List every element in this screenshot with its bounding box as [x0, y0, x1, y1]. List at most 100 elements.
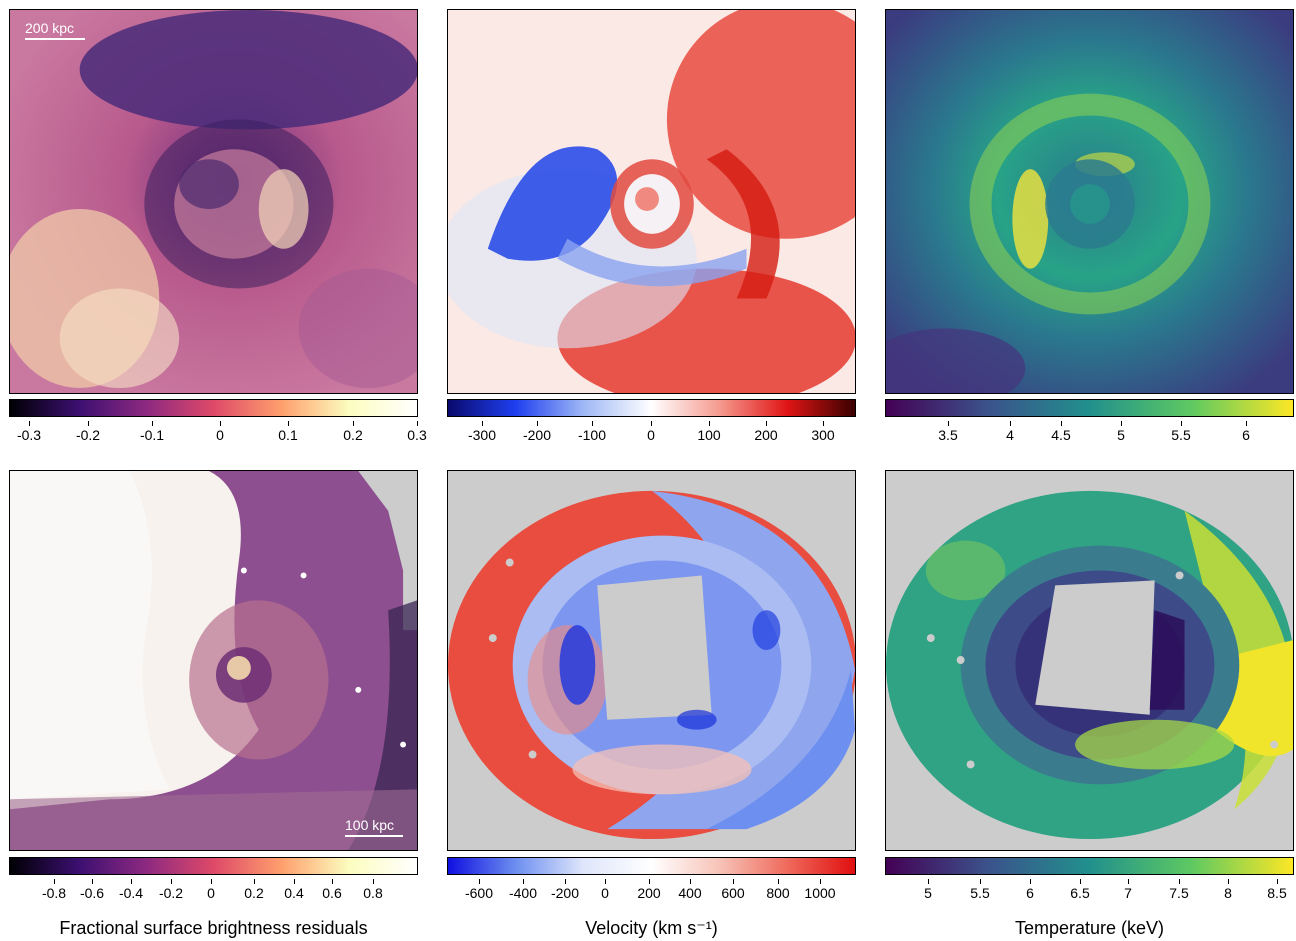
colorbar-tick-label: 600 [721, 885, 745, 901]
colorbar-tick-label: 5.5 [970, 885, 990, 901]
residual-map-simulated [9, 9, 418, 394]
colorbar-tick-label: 1000 [804, 885, 836, 901]
colorbar-tick-mark [482, 421, 483, 426]
colorbar-tick-mark [1277, 879, 1278, 884]
colorbar-tick-label: 5 [924, 885, 932, 901]
colorbar-tick-mark [1121, 421, 1122, 426]
colorbar-tick-label: -0.6 [79, 885, 105, 901]
colorbar-ticks-temperature-top: 3.5 4 4.5 5 5.5 6 [885, 421, 1294, 451]
colorbar-tick-mark [649, 879, 650, 884]
velocity-map-observed [447, 470, 856, 851]
colorbar-tick-label: 5.5 [1171, 427, 1191, 443]
colorbar-tick-label: 0 [601, 885, 609, 901]
colorbar-tick-label: 0 [216, 427, 224, 443]
colorbar-tick-label: 0.4 [284, 885, 304, 901]
colorbar-tick-mark [220, 421, 221, 426]
colorbar-tick-mark [733, 879, 734, 884]
colorbar-residuals-bottom [9, 857, 418, 875]
colorbar-tick-label: 0.8 [363, 885, 383, 901]
scale-bar-line [345, 835, 403, 837]
colorbar-tick-label: -0.8 [41, 885, 67, 901]
colorbar-tick-label: 0.2 [343, 427, 363, 443]
temperature-map-simulated [885, 9, 1294, 394]
velocity-map-simulated [447, 9, 856, 394]
colorbar-tick-mark [1246, 421, 1247, 426]
colorbar-tick-mark [332, 879, 333, 884]
scale-bar-label: 100 kpc [345, 817, 395, 833]
colorbar-tick-label: -0.4 [118, 885, 144, 901]
colorbar-tick-label: 800 [766, 885, 790, 901]
colorbar-tick-label: 400 [678, 885, 702, 901]
colorbar-tick-mark [605, 879, 606, 884]
colorbar-ticks-residuals-bottom: -0.8 -0.6 -0.4 -0.2 0 0.2 0.4 0.6 0.8 [9, 879, 418, 909]
colorbar-tick-mark [29, 421, 30, 426]
colorbar-tick-mark [353, 421, 354, 426]
colorbar-tick-mark [690, 879, 691, 884]
colorbar-ticks-velocity-bottom: -600 -400 -200 0 200 400 600 800 1000 [447, 879, 856, 909]
colorbar-tick-label: -400 [508, 885, 538, 901]
colorbar-tick-mark [288, 421, 289, 426]
colorbar-tick-mark [417, 421, 418, 426]
colorbar-tick-mark [1128, 879, 1129, 884]
colorbar-tick-mark [254, 879, 255, 884]
colorbar-tick-mark [592, 421, 593, 426]
colorbar-tick-label: 6 [1026, 885, 1034, 901]
colorbar-tick-mark [1010, 421, 1011, 426]
colorbar-tick-mark [537, 421, 538, 426]
colorbar-tick-mark [211, 879, 212, 884]
temperature-map-observed [885, 470, 1294, 851]
colorbar-velocity-top [447, 399, 856, 417]
colorbar-tick-label: 6.5 [1070, 885, 1090, 901]
column-label-temperature: Temperature (keV) [1014, 918, 1165, 938]
colorbar-tick-mark [928, 879, 929, 884]
column-label-residuals: Fractional surface brightness residuals [59, 918, 368, 938]
colorbar-tick-mark [373, 879, 374, 884]
colorbar-tick-label: 0.2 [244, 885, 264, 901]
residual-map-observed [9, 470, 418, 851]
colorbar-tick-mark [479, 879, 480, 884]
colorbar-tick-mark [980, 879, 981, 884]
colorbar-tick-label: 4.5 [1051, 427, 1071, 443]
colorbar-tick-mark [778, 879, 779, 884]
colorbar-tick-mark [294, 879, 295, 884]
colorbar-tick-label: -200 [550, 885, 580, 901]
colorbar-tick-mark [171, 879, 172, 884]
colorbar-temperature-bottom [885, 857, 1294, 875]
colorbar-tick-mark [1181, 421, 1182, 426]
colorbar-tick-label: -600 [464, 885, 494, 901]
colorbar-tick-label: -0.2 [75, 427, 101, 443]
colorbar-ticks-velocity-top: -300 -200 -100 0 100 200 300 [447, 421, 856, 451]
colorbar-tick-mark [92, 879, 93, 884]
colorbar-tick-mark [651, 421, 652, 426]
colorbar-tick-mark [948, 421, 949, 426]
colorbar-tick-label: 7.5 [1169, 885, 1189, 901]
colorbar-tick-label: 8.5 [1267, 885, 1287, 901]
colorbar-tick-mark [1179, 879, 1180, 884]
colorbar-ticks-residuals-top: -0.3 -0.2 -0.1 0 0.1 0.2 0.3 [9, 421, 427, 451]
colorbar-tick-label: 6 [1242, 427, 1250, 443]
colorbar-tick-label: -0.1 [139, 427, 165, 443]
colorbar-tick-label: -200 [522, 427, 552, 443]
colorbar-tick-label: 7 [1124, 885, 1132, 901]
colorbar-tick-mark [766, 421, 767, 426]
colorbar-tick-mark [565, 879, 566, 884]
colorbar-tick-mark [820, 879, 821, 884]
colorbar-tick-label: 3.5 [938, 427, 958, 443]
colorbar-tick-mark [88, 421, 89, 426]
colorbar-tick-mark [152, 421, 153, 426]
scale-bar-label: 200 kpc [25, 20, 75, 36]
colorbar-tick-label: 100 [697, 427, 721, 443]
colorbar-tick-label: -300 [467, 427, 497, 443]
colorbar-tick-mark [1030, 879, 1031, 884]
colorbar-residuals-top [9, 399, 418, 417]
colorbar-tick-label: -0.3 [16, 427, 42, 443]
scale-bar-line [25, 38, 85, 40]
colorbar-tick-mark [1228, 879, 1229, 884]
colorbar-velocity-bottom [447, 857, 856, 875]
colorbar-tick-label: 8 [1224, 885, 1232, 901]
colorbar-tick-mark [131, 879, 132, 884]
colorbar-tick-label: 0 [207, 885, 215, 901]
colorbar-tick-label: 4 [1006, 427, 1014, 443]
colorbar-tick-mark [709, 421, 710, 426]
colorbar-tick-mark [1080, 879, 1081, 884]
